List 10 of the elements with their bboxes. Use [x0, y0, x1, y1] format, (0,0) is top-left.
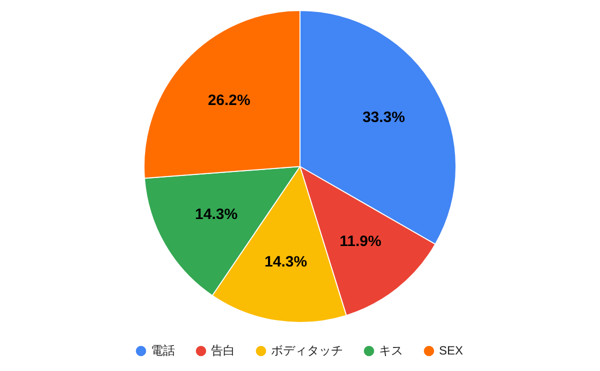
data-label: 11.9%: [340, 233, 382, 250]
legend-label: 電話: [150, 343, 175, 358]
legend-label: ボディタッチ: [270, 343, 343, 358]
data-label: 14.3%: [195, 206, 238, 224]
legend-label: SEX: [438, 343, 464, 358]
data-label: 14.3%: [264, 253, 308, 270]
legend-label: 告白: [210, 343, 235, 358]
data-label: 26.2%: [208, 92, 250, 109]
data-label: 33.3%: [362, 109, 405, 126]
legend-label: キス: [378, 343, 403, 358]
